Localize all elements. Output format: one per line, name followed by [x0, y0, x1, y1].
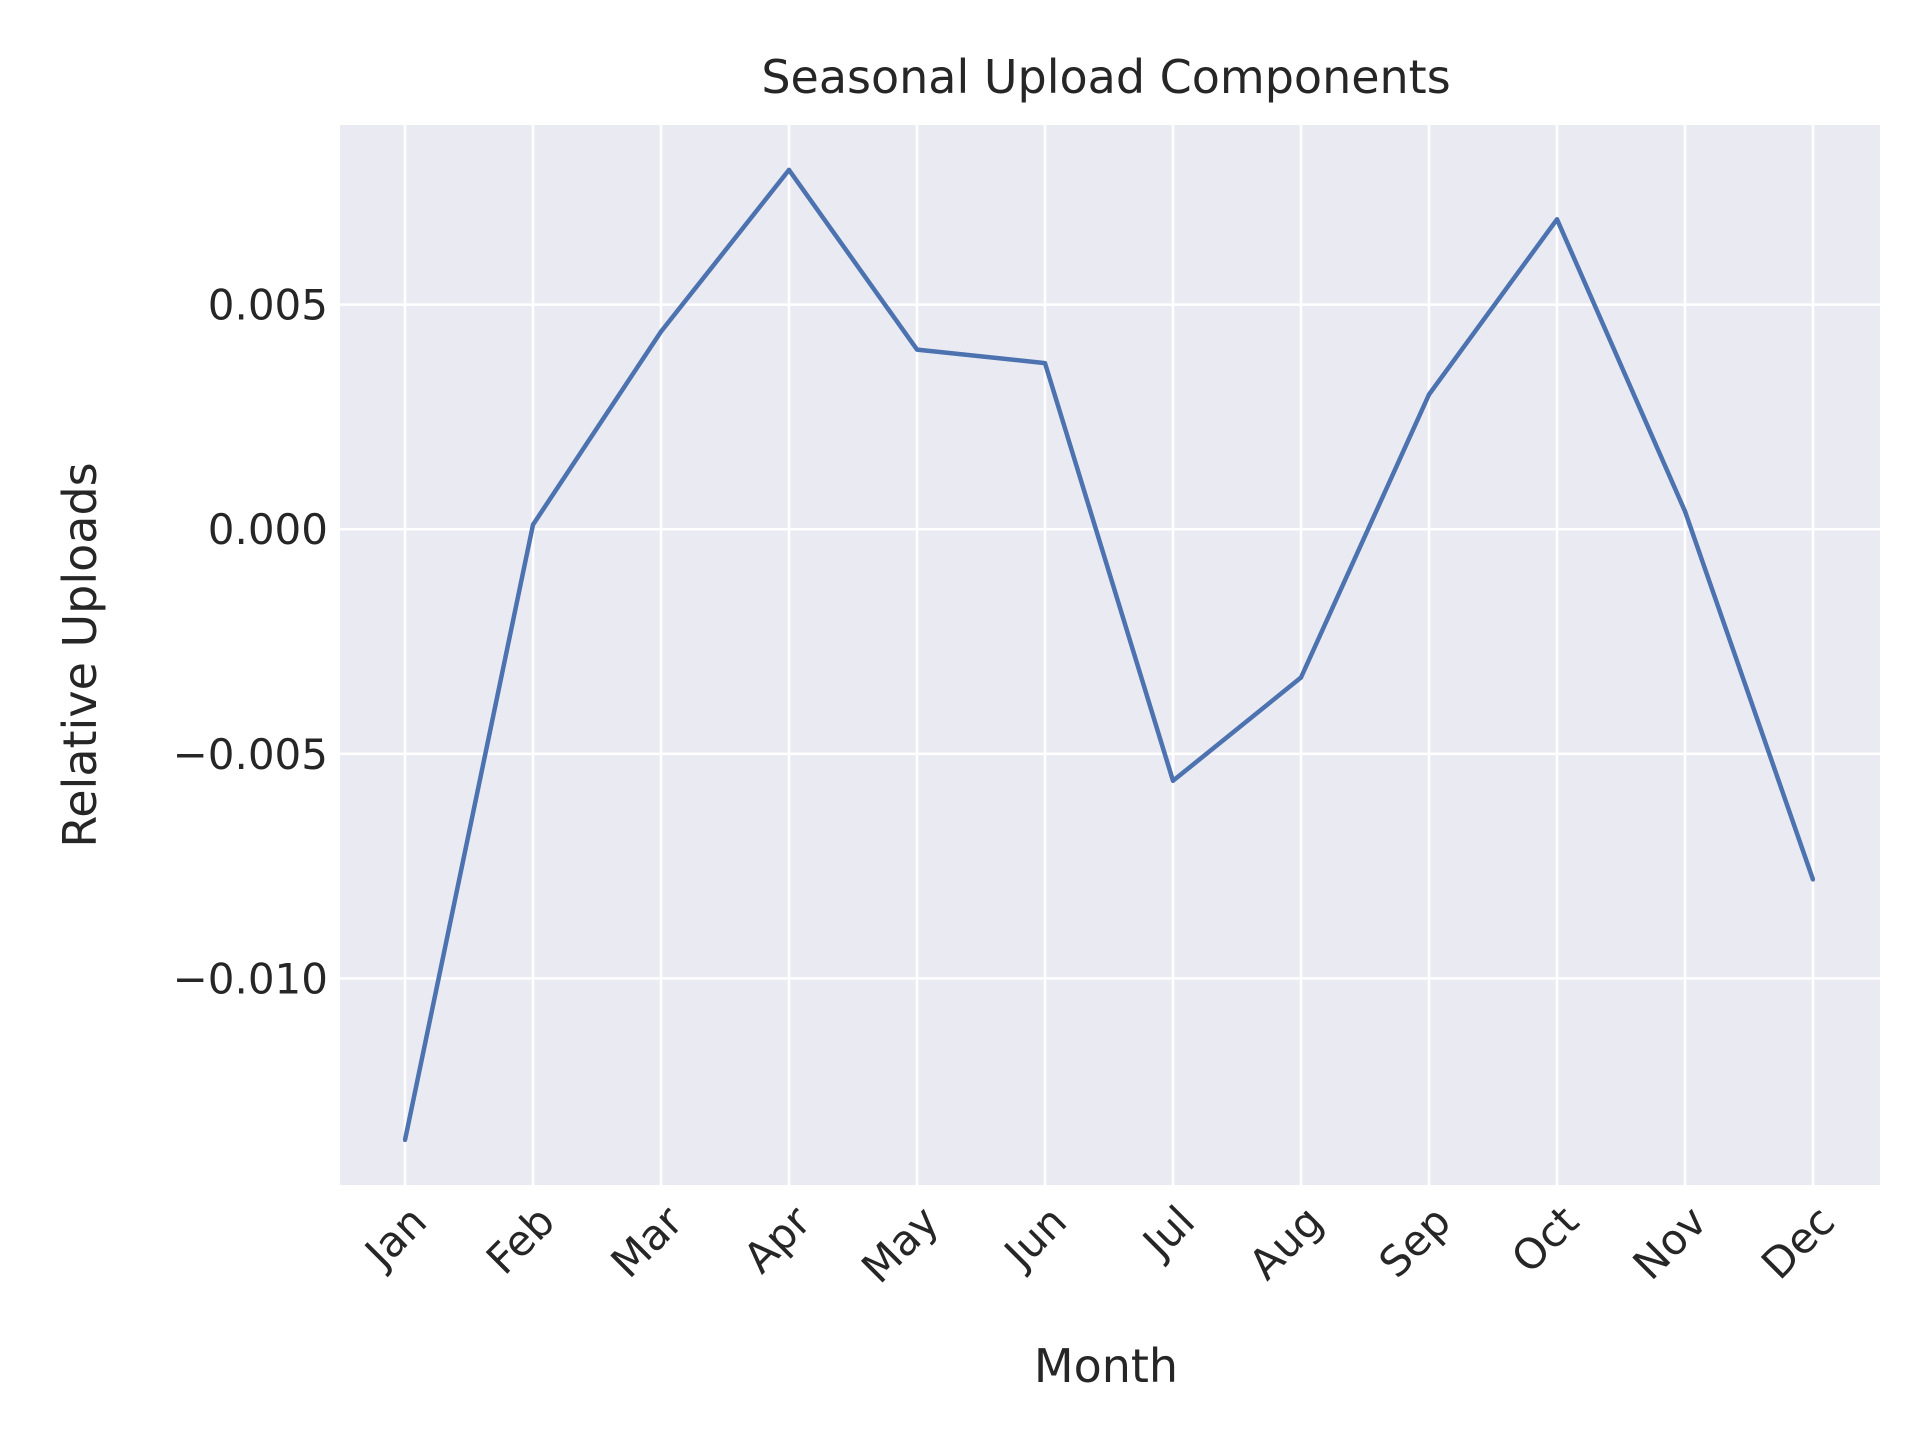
data-point [1043, 361, 1047, 366]
data-point [1427, 392, 1431, 397]
x-tick-label: Apr [734, 1196, 821, 1283]
x-tick-label: Nov [1623, 1196, 1716, 1289]
y-tick-labels: 0.005 0.000 −0.005 −0.010 [173, 281, 328, 1004]
series-layer [402, 167, 1816, 1143]
data-point [1171, 778, 1175, 783]
y-tick-label: −0.010 [173, 954, 328, 1003]
x-tick-label: Mar [601, 1196, 692, 1287]
data-point [1555, 217, 1559, 222]
x-tick-label: Jul [1131, 1196, 1204, 1269]
data-point [1299, 675, 1303, 680]
y-tick-label: −0.005 [173, 730, 328, 779]
chart-title: Seasonal Upload Components [761, 50, 1450, 104]
x-tick-label: Oct [1502, 1196, 1588, 1282]
data-point [531, 522, 535, 527]
data-point [659, 329, 663, 334]
plot-area [340, 125, 1880, 1185]
gridlines [340, 125, 1880, 1185]
y-tick-label: 0.000 [208, 505, 328, 554]
x-tick-labels: Jan Feb Mar Apr May Jun Jul Aug Sep Oct Nov Dec [354, 1196, 1845, 1293]
x-tick-label: Sep [1369, 1196, 1460, 1287]
y-axis-label: Relative Uploads [53, 462, 107, 847]
data-point [915, 347, 919, 352]
data-point [787, 167, 791, 172]
series-line [402, 167, 1816, 1141]
x-axis-label: Month [1034, 1339, 1178, 1393]
x-tick-label: Feb [477, 1196, 564, 1283]
data-point [1683, 509, 1687, 514]
x-tick-label: Jan [354, 1196, 437, 1279]
x-tick-label: May [852, 1196, 948, 1292]
x-tick-label: Jun [993, 1196, 1076, 1279]
y-tick-label: 0.005 [208, 281, 328, 330]
data-point [1811, 877, 1815, 882]
x-tick-label: Dec [1752, 1196, 1844, 1288]
x-tick-label: Aug [1239, 1196, 1332, 1289]
data-point [403, 1138, 407, 1143]
